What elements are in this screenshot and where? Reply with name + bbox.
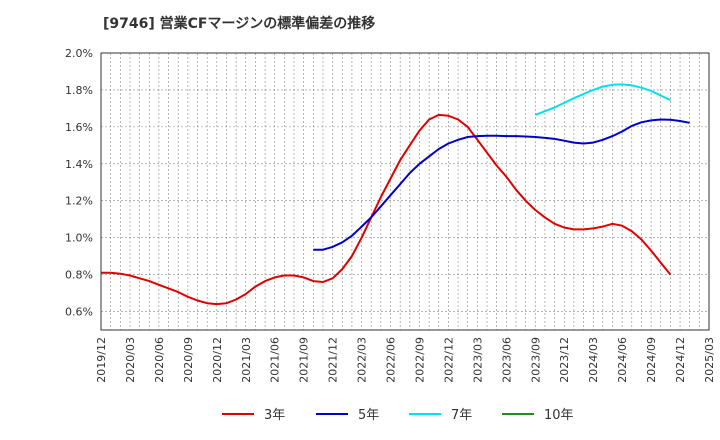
x-tick-label: 2020/09: [182, 337, 195, 383]
y-tick-label: 2.0%: [65, 47, 93, 60]
x-tick-label: 2020/03: [124, 337, 137, 383]
legend: 3年 5年 7年 10年: [222, 408, 574, 423]
x-tick-label: 2022/12: [442, 337, 455, 383]
y-tick-label: 1.2%: [65, 195, 93, 208]
x-tick-label: 2024/03: [587, 337, 600, 383]
series-line: [101, 113, 672, 306]
x-axis-ticks: 2019/12 2020/03 2020/06 2020/09 2020/12 2021/…: [95, 337, 716, 383]
legend-label: 7年: [451, 408, 472, 423]
y-tick-label: 1.4%: [65, 158, 93, 171]
series-line: [534, 83, 671, 116]
x-tick-label: 2022/03: [356, 337, 369, 383]
x-tick-label: 2023/03: [471, 337, 484, 383]
y-tick-label: 1.8%: [65, 84, 93, 97]
y-tick-label: 1.0%: [65, 232, 93, 245]
x-tick-label: 2024/12: [674, 337, 687, 383]
x-tick-label: 2024/09: [645, 337, 658, 383]
y-axis-ticks: 0.6% 0.8% 1.0% 1.2% 1.4% 1.6% 1.8% 2.0%: [65, 47, 93, 319]
y-tick-label: 1.6%: [65, 121, 93, 134]
x-tick-label: 2020/06: [153, 337, 166, 383]
series-lines: [101, 83, 690, 306]
x-tick-label: 2022/06: [385, 337, 398, 383]
x-tick-label: 2019/12: [95, 337, 108, 383]
x-tick-label: 2021/12: [327, 337, 340, 383]
x-tick-label: 2023/12: [558, 337, 571, 383]
x-tick-label: 2021/06: [269, 337, 282, 383]
y-tick-label: 0.6%: [65, 306, 93, 319]
grid: [100, 52, 710, 330]
x-tick-label: 2022/09: [413, 337, 426, 383]
x-tick-label: 2023/06: [500, 337, 513, 383]
plot-frame: [100, 52, 710, 331]
legend-label: 5年: [358, 408, 379, 423]
y-tick-label: 0.8%: [65, 269, 93, 282]
x-tick-label: 2023/09: [529, 337, 542, 383]
series-line: [313, 118, 690, 251]
x-tick-label: 2021/03: [240, 337, 253, 383]
legend-label: 10年: [544, 408, 574, 423]
x-tick-label: 2024/06: [616, 337, 629, 383]
legend-label: 3年: [264, 408, 285, 423]
x-tick-label: 2025/03: [703, 337, 716, 383]
x-tick-label: 2021/09: [298, 337, 311, 383]
chart-title: [9746] 営業CFマージンの標準偏差の推移: [103, 16, 376, 32]
x-tick-label: 2020/12: [211, 337, 224, 383]
